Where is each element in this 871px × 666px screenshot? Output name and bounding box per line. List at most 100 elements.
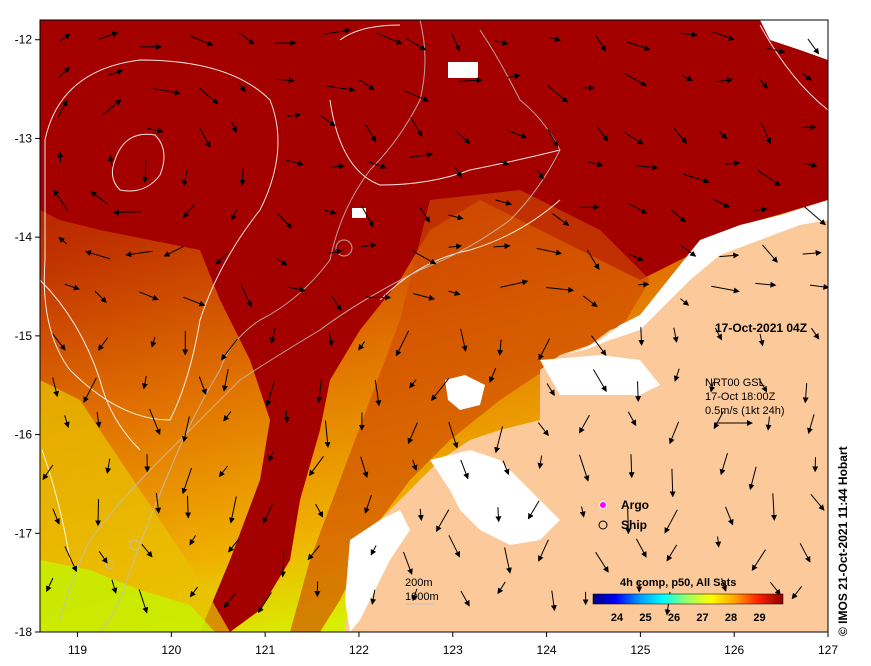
current-arrow (719, 452, 728, 476)
current-arrow (627, 41, 651, 51)
current-arrow (527, 500, 540, 520)
current-arrow (370, 589, 377, 605)
current-arrow (190, 35, 214, 47)
warm-pool (40, 20, 828, 632)
x-tick-label: 121 (255, 643, 275, 657)
current-arrow (183, 296, 206, 307)
current-arrow (715, 77, 734, 84)
current-arrow (664, 509, 678, 534)
current-arrow (150, 336, 157, 348)
y-tick-label: -16 (15, 428, 33, 442)
current-arrow (182, 170, 188, 187)
y-tick-label: -12 (15, 33, 33, 47)
current-arrow (141, 543, 153, 558)
current-arrow (417, 508, 424, 521)
current-arrow (670, 209, 687, 223)
plot-area (40, 20, 828, 632)
current-arrow (725, 160, 741, 167)
current-arrow (548, 36, 561, 42)
current-arrow (507, 73, 521, 80)
x-axis: 119 120 121 122 123 124 125 126 127 (68, 632, 838, 657)
x-tick-label: 124 (537, 643, 557, 657)
current-arrow (413, 293, 435, 301)
current-arrow (666, 544, 678, 562)
current-info-line3: 0.5m/s (1kt 24h) (705, 405, 784, 417)
current-arrow (52, 333, 66, 351)
current-arrow (460, 590, 470, 607)
current-arrow (546, 286, 575, 293)
current-arrow (636, 164, 659, 171)
current-arrow (430, 378, 450, 401)
contour-southwest (41, 449, 71, 561)
current-arrow (105, 458, 112, 474)
current-arrow (57, 99, 68, 118)
current-arrow (125, 250, 153, 258)
current-arrow (758, 333, 765, 347)
current-arrow (546, 383, 555, 397)
current-arrow (495, 507, 502, 523)
current-arrow (181, 467, 192, 495)
current-arrow (146, 127, 164, 134)
current-arrow (495, 199, 513, 206)
current-arrow (411, 588, 418, 602)
current-arrow (709, 381, 716, 393)
current-arrow (189, 535, 196, 546)
current-arrow (755, 281, 777, 288)
current-arrow (138, 589, 149, 614)
current-arrow (460, 328, 468, 352)
current-arrow (277, 213, 293, 229)
current-arrow (762, 244, 778, 263)
current-arrow (324, 420, 331, 448)
colorbar-tick-label: 26 (668, 612, 680, 624)
current-arrow (495, 39, 509, 46)
bathy-seamount-1 (335, 239, 353, 257)
current-arrow (94, 290, 107, 304)
current-arrow (498, 159, 510, 166)
current-arrow (279, 551, 286, 578)
current-arrow (711, 285, 740, 294)
current-arrow (64, 283, 80, 291)
current-arrow (231, 208, 238, 221)
y-tick-label: -18 (15, 625, 33, 639)
current-arrow (588, 161, 604, 168)
cloud-southwest (345, 510, 410, 632)
current-arrow (457, 77, 483, 84)
current-arrow (108, 69, 124, 76)
current-arrow (436, 509, 450, 532)
cloud-gulf (430, 450, 560, 545)
colorbar-tick-label: 25 (639, 612, 651, 624)
current-arrow (680, 298, 690, 306)
current-arrow (494, 426, 503, 454)
current-arrow (715, 536, 722, 548)
current-arrow (460, 459, 469, 480)
current-arrow (669, 468, 676, 498)
current-arrow (673, 368, 680, 382)
colorbar-title: 4h comp, p50, All Sats (620, 577, 736, 589)
current-arrow (258, 592, 272, 614)
x-tick-label: 127 (818, 643, 838, 657)
current-arrow (537, 422, 549, 437)
current-arrow (595, 35, 607, 52)
plot-frame (39, 19, 829, 633)
current-arrow (155, 493, 162, 514)
current-arrow (139, 291, 159, 301)
cloud-patch-3 (445, 375, 485, 410)
current-arrow (315, 503, 324, 518)
current-arrow (455, 130, 471, 145)
current-arrow (142, 160, 149, 184)
y-tick-label: -14 (15, 230, 33, 244)
current-arrow (358, 79, 375, 91)
current-arrow (98, 337, 109, 351)
current-arrow (95, 412, 102, 428)
current-arrow (673, 128, 688, 144)
current-arrow (99, 31, 119, 40)
current-arrow (276, 77, 295, 84)
current-arrow (804, 206, 826, 226)
current-arrow (712, 198, 730, 208)
current-arrow (228, 496, 237, 524)
current-arrow (672, 327, 679, 343)
current-arrow (238, 32, 255, 45)
current-arrow (579, 454, 590, 482)
current-vectors (42, 27, 828, 616)
argo-marker-icon (599, 501, 607, 509)
